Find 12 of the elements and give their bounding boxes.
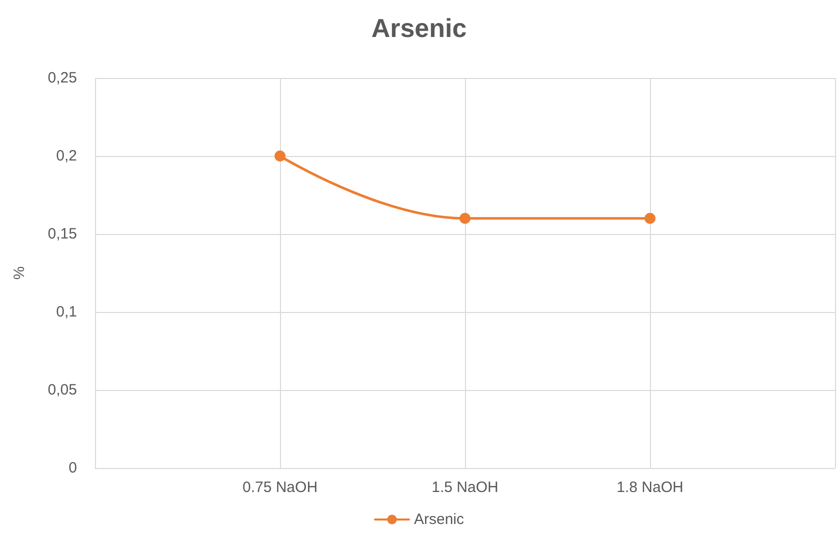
y-tick-label: 0,2: [56, 148, 77, 164]
legend-label: Arsenic: [414, 511, 465, 528]
y-tick-label: 0,15: [48, 226, 77, 242]
x-tick-label: 0.75 NaOH: [242, 479, 318, 496]
x-tick-label: 1.8 NaOH: [616, 479, 684, 496]
y-tick-label: 0: [68, 460, 77, 476]
x-tick-label: 1.5 NaOH: [432, 479, 498, 496]
chart-title: Arsenic: [371, 13, 467, 43]
y-tick-label: 0,1: [56, 304, 77, 320]
y-tick-label: 0,05: [48, 382, 77, 398]
y-tick-label: 0,25: [48, 70, 77, 86]
y-axis-title: %: [11, 266, 28, 280]
